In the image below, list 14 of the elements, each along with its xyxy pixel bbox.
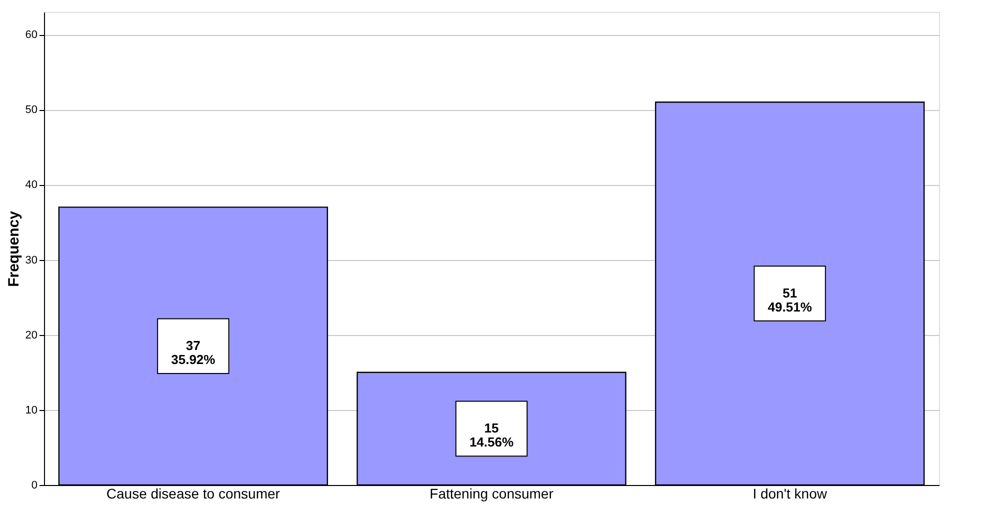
data-label: 15 14.56% <box>469 420 514 450</box>
data-label: 37 35.92% <box>171 338 216 368</box>
y-tick-label: 30 <box>25 254 38 266</box>
y-tick-label: 60 <box>25 29 38 42</box>
y-tick-label: 10 <box>25 404 38 416</box>
data-label: 51 49.51% <box>768 286 812 315</box>
y-axis-title: Frequency <box>5 210 22 287</box>
y-tick-label: 0 <box>31 480 38 492</box>
x-tick-label: I don't know <box>752 486 828 502</box>
x-tick-label: Cause disease to consumer <box>106 486 280 502</box>
x-tick-label: Fattening consumer <box>430 486 554 502</box>
y-tick-label: 50 <box>25 104 38 116</box>
y-tick-label: 20 <box>25 329 38 342</box>
y-tick-label: 40 <box>25 179 38 192</box>
